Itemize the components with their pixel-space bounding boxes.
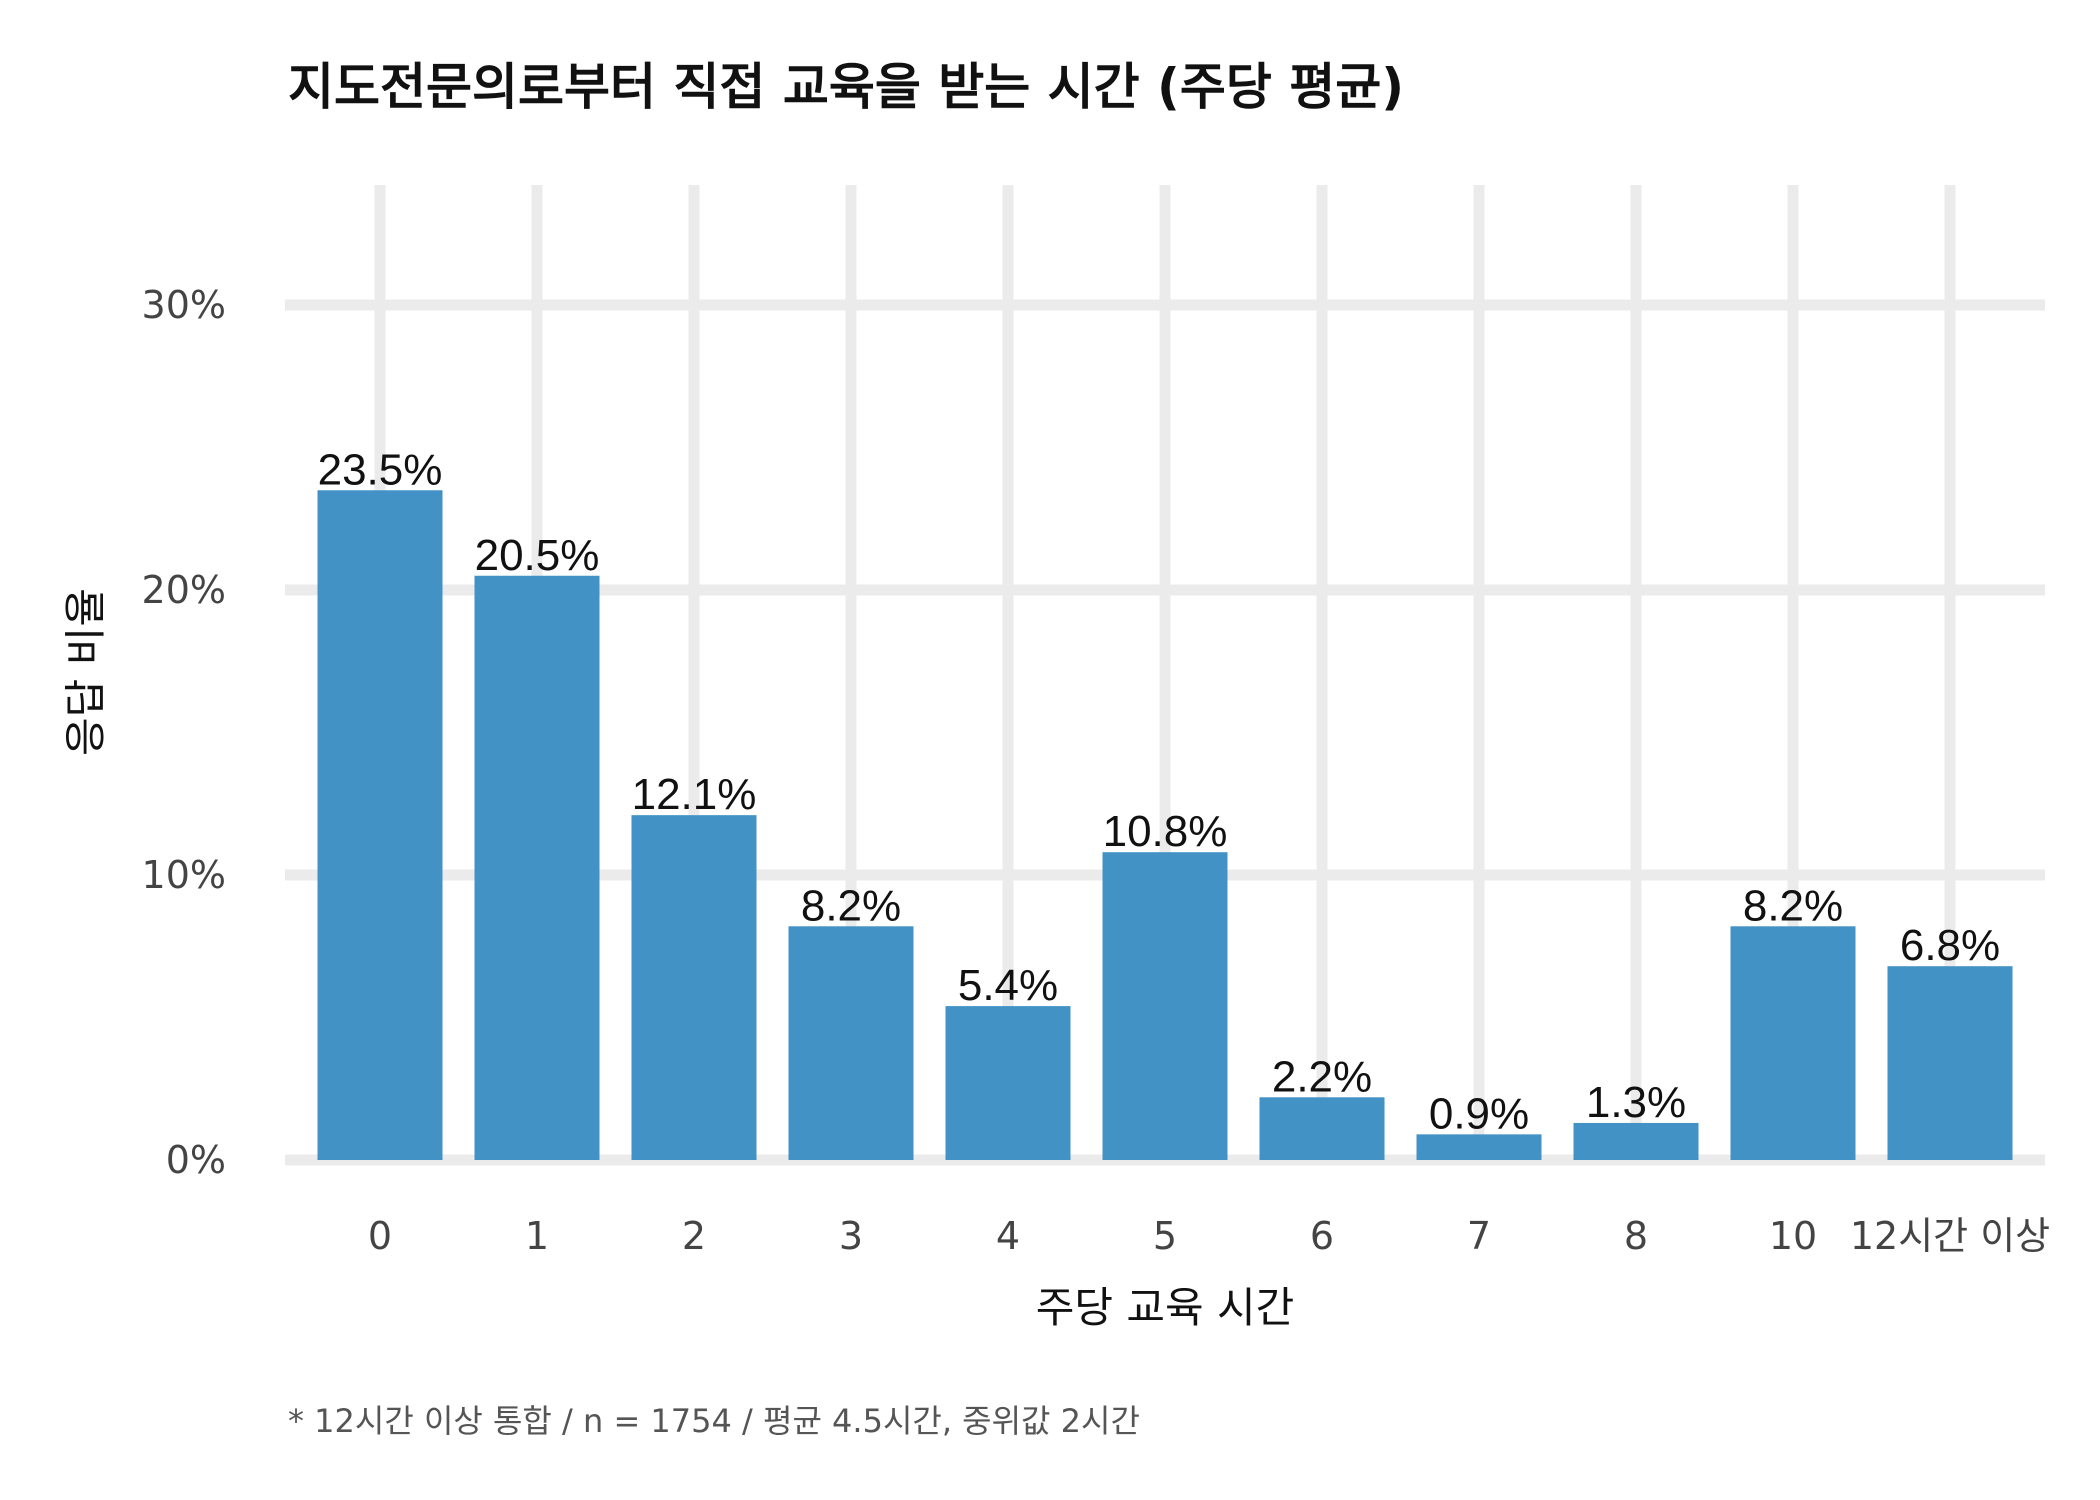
x-axis-title: 주당 교육 시간 [1036, 1283, 1295, 1332]
chart-caption: * 12시간 이상 통합 / n = 1754 / 평균 4.5시간, 중위값 … [288, 1402, 1140, 1440]
bar-value-label: 6.8% [1900, 921, 2000, 970]
bar [1102, 852, 1228, 1160]
bar [1416, 1134, 1542, 1160]
bar [474, 575, 600, 1160]
x-tick-label: 4 [996, 1214, 1020, 1258]
bar-value-label: 1.3% [1586, 1078, 1686, 1127]
bar-value-label: 5.4% [958, 961, 1058, 1010]
bar-value-label: 2.2% [1272, 1052, 1372, 1101]
bar [1887, 966, 2013, 1160]
bars [317, 490, 2013, 1160]
bar-value-label: 8.2% [1743, 881, 1843, 930]
bar [1259, 1097, 1385, 1160]
bar-value-label: 0.9% [1429, 1089, 1529, 1138]
bar [631, 815, 757, 1160]
x-tick-label: 1 [525, 1214, 549, 1258]
bar-value-labels: 23.5% 20.5% 12.1% 8.2% 5.4% 10.8% 2.2% 0.9% 1.3%… [318, 445, 2001, 1138]
x-tick-label: 12시간 이상 [1850, 1214, 2050, 1258]
y-axis-title: 응답 비율 [61, 588, 110, 756]
bar [945, 1006, 1071, 1160]
bar-value-label: 10.8% [1103, 807, 1228, 856]
chart-title: 지도전문의로부터 직접 교육을 받는 시간 (주당 평균) [288, 58, 1404, 116]
y-tick-label: 30% [142, 283, 226, 327]
y-tick-label: 10% [142, 853, 226, 897]
x-tick-label: 5 [1153, 1214, 1177, 1258]
y-axis-tick-labels: 0% 10% 20% 30% [142, 283, 226, 1182]
y-tick-label: 0% [166, 1138, 226, 1182]
bar [1573, 1122, 1699, 1160]
bar-value-label: 8.2% [801, 881, 901, 930]
x-axis-tick-labels: 0 1 2 3 4 5 6 7 8 10 12시간 이상 [368, 1214, 2050, 1258]
x-tick-label: 7 [1467, 1214, 1491, 1258]
x-tick-label: 2 [682, 1214, 706, 1258]
bar-value-label: 23.5% [318, 445, 443, 494]
x-tick-label: 6 [1310, 1214, 1334, 1258]
bar [317, 490, 443, 1160]
bar [1730, 926, 1856, 1160]
x-tick-label: 0 [368, 1214, 392, 1258]
x-tick-label: 8 [1624, 1214, 1648, 1258]
x-tick-label: 3 [839, 1214, 863, 1258]
bar [788, 926, 914, 1160]
bar-value-label: 20.5% [475, 531, 600, 580]
x-tick-label: 10 [1769, 1214, 1817, 1258]
bar-value-label: 12.1% [632, 770, 757, 819]
y-tick-label: 20% [142, 568, 226, 612]
